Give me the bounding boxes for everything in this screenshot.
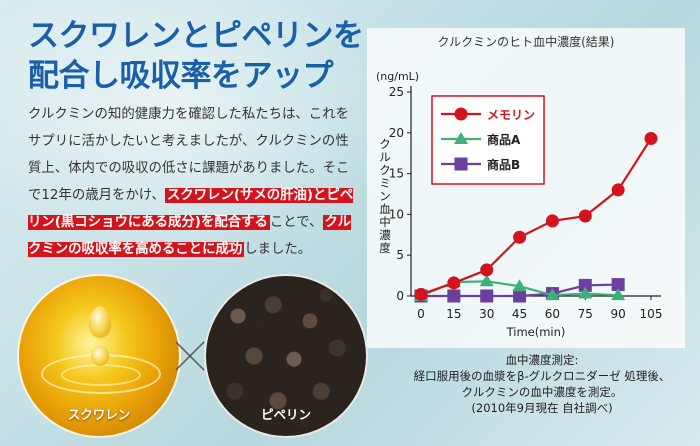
oil-drop-icon xyxy=(89,306,111,338)
data-point-0-4 xyxy=(545,214,559,228)
data-point-2-5 xyxy=(578,278,592,292)
data-point-1-3 xyxy=(512,279,527,292)
data-point-0-6 xyxy=(611,183,625,197)
data-point-1-2 xyxy=(479,274,494,287)
piperine-label: ピペリン xyxy=(260,407,311,422)
x-tick-label: 75 xyxy=(578,307,593,321)
chart-title: クルクミンのヒト血中濃度(結果) xyxy=(437,35,615,49)
chart-caption: 血中濃度測定: 経口服用後の血漿をβ-グルクロニダーゼ 処理後、 クルクミンの血… xyxy=(392,352,692,416)
data-point-1-6 xyxy=(611,288,626,301)
legend-label-1: 商品A xyxy=(487,132,521,147)
legend-label-0: メモリン xyxy=(487,108,535,122)
data-point-2-1 xyxy=(447,289,461,303)
caption-line-1: 血中濃度測定: xyxy=(505,353,579,367)
body-text-3: しました。 xyxy=(244,242,312,257)
y-unit-label: (ng/mL) xyxy=(376,70,419,83)
x-axis-title: Time(min) xyxy=(506,325,566,339)
x-tick-label: 90 xyxy=(611,307,626,321)
data-point-0-7 xyxy=(644,132,658,146)
data-point-0-0 xyxy=(414,287,428,301)
squalene-label: スクワレン xyxy=(67,407,131,422)
body-text-1: クルクミンの知的健康力を確認した私たちは、これをサプリに活かしたいと考えましたが… xyxy=(28,107,350,203)
caption-line-2: 経口服用後の血漿をβ-グルクロニダーゼ 処理後、 xyxy=(413,369,671,383)
data-point-0-5 xyxy=(578,209,592,223)
times-icon xyxy=(175,341,205,371)
y-tick-label: 5 xyxy=(396,248,404,262)
y-tick-label: 10 xyxy=(389,207,404,221)
data-point-2-6 xyxy=(611,278,625,292)
headline-line-2: 配合し吸収率をアップ xyxy=(28,58,334,94)
squalene-photo: スクワレン xyxy=(17,274,181,438)
data-point-1-5 xyxy=(578,286,593,299)
caption-line-3: クルクミンの血中濃度を測定。 xyxy=(461,385,623,399)
x-tick-label: 15 xyxy=(446,307,461,321)
x-tick-label: 60 xyxy=(545,307,560,321)
data-point-1-4 xyxy=(545,288,560,301)
caption-line-4: (2010年9月現在 自社調べ) xyxy=(471,401,613,415)
legend-marker-1 xyxy=(454,132,468,144)
headline-line-1: スクワレンとピペリンを xyxy=(28,18,364,54)
x-tick-label: 30 xyxy=(479,307,494,321)
y-axis-title: クルクミン血中濃度 xyxy=(379,137,391,255)
data-point-2-3 xyxy=(513,289,527,303)
legend-marker-2 xyxy=(454,157,468,171)
x-tick-label: 45 xyxy=(512,307,527,321)
y-tick-label: 15 xyxy=(389,167,404,181)
body-paragraph: クルクミンの知的健康力を確認した私たちは、これをサプリに活かしたいと考えましたが… xyxy=(28,101,362,263)
data-point-0-3 xyxy=(513,230,527,244)
headline: スクワレンとピペリンを 配合し吸収率をアップ xyxy=(28,16,368,96)
oil-drop-splash-icon xyxy=(91,346,109,366)
y-tick-label: 0 xyxy=(396,289,404,303)
y-tick-label: 25 xyxy=(389,85,404,99)
data-point-2-2 xyxy=(480,289,494,303)
body-text-2: ことで、 xyxy=(269,215,323,230)
legend-marker-0 xyxy=(454,107,468,121)
x-tick-label: 0 xyxy=(417,307,425,321)
x-tick-label: 105 xyxy=(640,307,663,321)
data-point-0-2 xyxy=(480,263,494,277)
piperine-photo: ピペリン xyxy=(204,274,368,438)
y-tick-label: 20 xyxy=(389,126,404,140)
data-point-0-1 xyxy=(447,276,461,290)
legend-label-2: 商品B xyxy=(487,157,520,172)
